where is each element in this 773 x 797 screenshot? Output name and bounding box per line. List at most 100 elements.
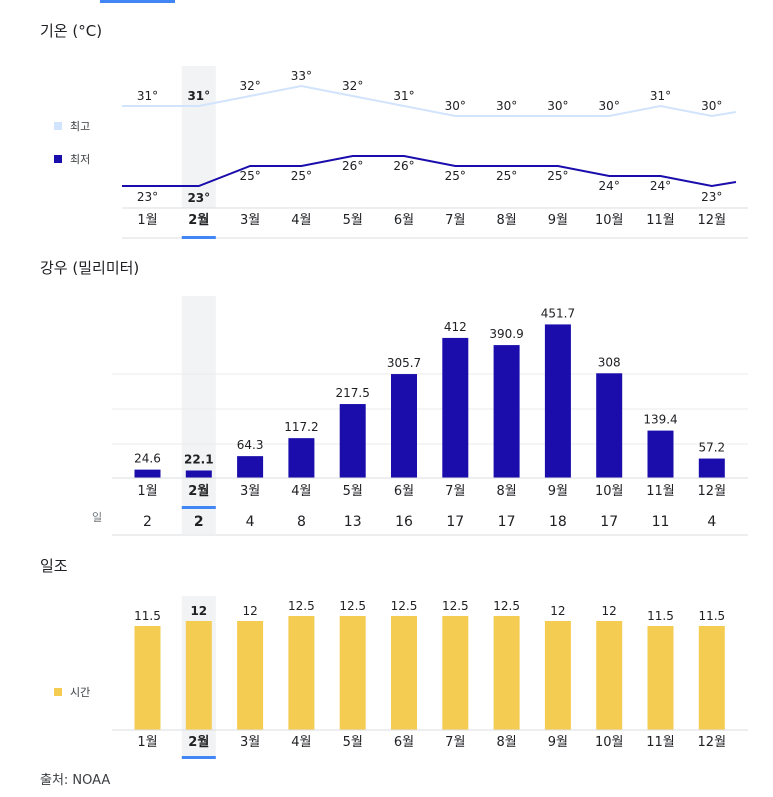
top-tab-indicator bbox=[100, 0, 175, 3]
high-temperature-label: 31° bbox=[650, 89, 671, 103]
sun-month-label[interactable]: 10월 bbox=[595, 735, 624, 750]
rain-bar[interactable] bbox=[391, 374, 417, 478]
rain-month-label[interactable]: 6월 bbox=[394, 484, 414, 499]
sun-month-label[interactable]: 12월 bbox=[698, 735, 727, 750]
rain-month-label[interactable]: 8월 bbox=[496, 484, 516, 499]
sunshine-value-label: 12 bbox=[190, 604, 207, 618]
rain-month-label[interactable]: 9월 bbox=[548, 484, 568, 499]
sun-month-label[interactable]: 5월 bbox=[343, 735, 363, 750]
rain-days-value: 18 bbox=[549, 514, 567, 530]
rain-days-value: 17 bbox=[446, 514, 464, 530]
rain-month-label[interactable]: 3월 bbox=[240, 484, 260, 499]
rain-month-label[interactable]: 11월 bbox=[646, 484, 675, 499]
rain-month-label[interactable]: 12월 bbox=[698, 484, 727, 499]
sunshine-bar[interactable] bbox=[698, 626, 725, 730]
sunshine-bar[interactable] bbox=[493, 616, 520, 730]
sunshine-bar[interactable] bbox=[391, 616, 417, 730]
rain-bar[interactable] bbox=[698, 458, 725, 478]
temperature-month-label[interactable]: 9월 bbox=[548, 213, 568, 228]
sunshine-bar[interactable] bbox=[339, 616, 366, 730]
high-temperature-label: 30° bbox=[701, 99, 722, 113]
rain-bar[interactable] bbox=[493, 345, 520, 478]
sun-month-label[interactable]: 8월 bbox=[496, 735, 516, 750]
rain-month-label[interactable]: 5월 bbox=[343, 484, 363, 499]
sunshine-value-label: 11.5 bbox=[647, 609, 674, 623]
sunshine-bar[interactable] bbox=[544, 621, 571, 730]
rain-days-value: 16 bbox=[395, 514, 413, 530]
rain-bar[interactable] bbox=[134, 469, 161, 478]
sunshine-value-label: 12 bbox=[550, 604, 565, 618]
rain-value-label: 451.7 bbox=[541, 306, 575, 320]
sun-month-label[interactable]: 2월 bbox=[188, 734, 209, 750]
rain-value-label: 64.3 bbox=[237, 438, 264, 452]
high-temperature-label: 31° bbox=[393, 89, 414, 103]
temperature-month-label[interactable]: 1월 bbox=[137, 213, 157, 228]
sunshine-bar[interactable] bbox=[134, 626, 161, 730]
rain-value-label: 390.9 bbox=[489, 327, 523, 341]
temperature-month-label[interactable]: 2월 bbox=[188, 212, 209, 228]
sun-month-label[interactable]: 3월 bbox=[240, 735, 260, 750]
high-temperature-label: 30° bbox=[496, 99, 517, 113]
sunshine-bar[interactable] bbox=[647, 626, 674, 730]
rain-bar[interactable] bbox=[237, 456, 264, 478]
temperature-month-label[interactable]: 5월 bbox=[343, 213, 363, 228]
low-temperature-label: 25° bbox=[496, 169, 517, 183]
sunshine-bar[interactable] bbox=[596, 621, 623, 730]
low-temperature-label: 26° bbox=[393, 159, 414, 173]
rain-days-value: 13 bbox=[344, 514, 362, 530]
rain-month-label[interactable]: 7월 bbox=[445, 484, 465, 499]
low-temperature-label: 26° bbox=[342, 159, 363, 173]
temperature-month-label[interactable]: 4월 bbox=[291, 213, 311, 228]
sunshine-bar[interactable] bbox=[185, 621, 212, 730]
low-temperature-label: 24° bbox=[650, 179, 671, 193]
temperature-month-label[interactable]: 6월 bbox=[394, 213, 414, 228]
low-temperature-label: 23° bbox=[137, 190, 158, 204]
rain-value-label: 308 bbox=[598, 355, 621, 369]
rain-bar[interactable] bbox=[596, 373, 623, 478]
low-legend-label: 최저 bbox=[70, 153, 90, 166]
rain-days-label: 일 bbox=[92, 510, 102, 524]
sunshine-legend-label: 시간 bbox=[70, 686, 90, 699]
rain-month-label[interactable]: 10월 bbox=[595, 484, 624, 499]
sun-month-label[interactable]: 1월 bbox=[137, 735, 157, 750]
rain-bar[interactable] bbox=[339, 404, 366, 478]
temperature-month-label[interactable]: 10월 bbox=[595, 213, 624, 228]
temperature-selected-band bbox=[181, 66, 216, 208]
sun-month-label[interactable]: 7월 bbox=[445, 735, 465, 750]
rain-value-label: 22.1 bbox=[184, 452, 214, 466]
sun-month-label[interactable]: 6월 bbox=[394, 735, 414, 750]
rain-month-label[interactable]: 1월 bbox=[137, 484, 157, 499]
rain-value-label: 217.5 bbox=[336, 386, 370, 400]
rain-bar[interactable] bbox=[185, 470, 212, 478]
sunshine-bar[interactable] bbox=[237, 621, 264, 730]
rain-month-label[interactable]: 4월 bbox=[291, 484, 311, 499]
rain-days-value: 17 bbox=[600, 514, 618, 530]
temperature-month-label[interactable]: 8월 bbox=[496, 213, 516, 228]
rain-bar[interactable] bbox=[647, 430, 674, 478]
high-temperature-label: 32° bbox=[342, 79, 363, 93]
high-legend-swatch bbox=[54, 122, 62, 130]
rain-days-value: 2 bbox=[143, 514, 152, 530]
rain-value-label: 305.7 bbox=[387, 356, 421, 370]
rain-value-label: 139.4 bbox=[643, 413, 677, 427]
low-legend-swatch bbox=[54, 155, 62, 163]
temperature-month-label[interactable]: 12월 bbox=[698, 213, 727, 228]
rain-bar[interactable] bbox=[288, 438, 315, 478]
low-temperature-label: 23° bbox=[701, 190, 722, 204]
low-temperature-label: 25° bbox=[445, 169, 466, 183]
rain-bar[interactable] bbox=[544, 324, 571, 478]
temperature-month-label[interactable]: 11월 bbox=[646, 213, 675, 228]
temperature-month-label[interactable]: 7월 bbox=[445, 213, 465, 228]
temperature-month-label[interactable]: 3월 bbox=[240, 213, 260, 228]
rain-value-label: 412 bbox=[444, 320, 467, 334]
rain-bar[interactable] bbox=[442, 337, 469, 478]
sun-month-label[interactable]: 4월 bbox=[291, 735, 311, 750]
sun-month-label[interactable]: 11월 bbox=[646, 735, 675, 750]
rain-days-value: 4 bbox=[246, 514, 255, 530]
rain-selected-band bbox=[181, 296, 216, 534]
sunshine-bar[interactable] bbox=[442, 616, 469, 730]
sun-month-label[interactable]: 9월 bbox=[548, 735, 568, 750]
rain-month-label[interactable]: 2월 bbox=[188, 483, 209, 499]
low-temperature-label: 25° bbox=[547, 169, 568, 183]
sunshine-bar[interactable] bbox=[288, 616, 315, 730]
